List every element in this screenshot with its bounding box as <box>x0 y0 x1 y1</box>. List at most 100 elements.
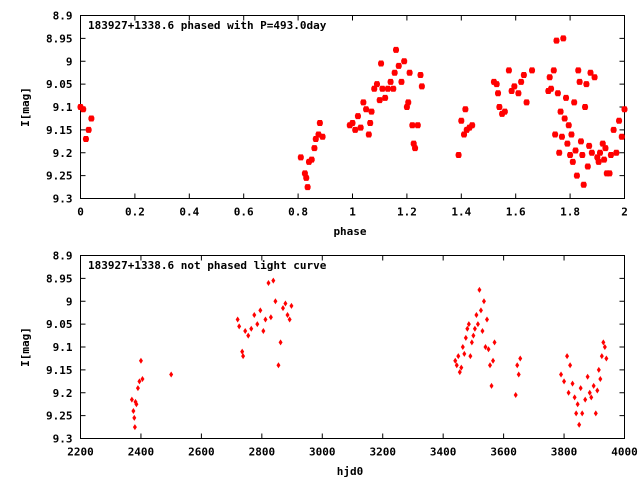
data-point <box>505 67 512 74</box>
data-point <box>403 104 410 110</box>
y-tick-label: 9.2 <box>53 387 73 400</box>
x-tick-label: 2 <box>621 206 628 219</box>
data-series <box>77 35 628 191</box>
x-tick-label: 3800 <box>551 446 578 459</box>
x-tick-label: 0.2 <box>125 206 145 219</box>
data-point <box>491 357 496 364</box>
x-tick-label: 2600 <box>188 446 215 459</box>
data-point <box>454 362 459 369</box>
data-point <box>287 316 292 323</box>
x-tick-label: 2800 <box>249 446 276 459</box>
data-point <box>406 69 413 76</box>
data-point <box>134 401 139 408</box>
chart-title: 183927+1338.6 not phased light curve <box>88 259 327 272</box>
data-point <box>308 156 315 163</box>
y-tick-label: 8.9 <box>53 10 73 23</box>
data-point <box>273 298 278 305</box>
y-tick-label: 9.15 <box>46 364 73 377</box>
data-point <box>599 353 604 360</box>
data-point <box>516 371 521 378</box>
data-point <box>471 332 476 339</box>
data-point <box>367 120 374 127</box>
data-point <box>598 376 603 383</box>
data-point <box>568 362 573 369</box>
data-point <box>583 81 590 88</box>
data-point <box>567 152 574 159</box>
data-point <box>489 382 494 389</box>
data-point <box>409 122 416 129</box>
data-point <box>518 78 525 85</box>
data-point <box>595 158 602 165</box>
data-point <box>138 357 143 364</box>
data-point <box>301 170 308 177</box>
data-point <box>379 85 386 92</box>
y-axis: 8.9 8.95 9 9.05 9.1 9.15 9.2 9.25 9.3 <box>46 250 625 446</box>
plot-frame <box>80 255 625 439</box>
data-point <box>412 145 419 152</box>
x-tick-label: 1.4 <box>451 206 471 219</box>
data-point <box>258 307 263 314</box>
data-point <box>398 78 405 85</box>
data-point <box>483 344 488 350</box>
x-tick-label: 0.6 <box>234 206 254 219</box>
data-point <box>459 364 464 371</box>
data-point <box>129 396 134 403</box>
data-point <box>546 74 553 81</box>
y-tick-label: 9.05 <box>46 318 73 331</box>
y-axis-label: I[mag] <box>19 327 32 367</box>
x-tick-label: 3600 <box>490 446 517 459</box>
data-point <box>591 382 596 389</box>
data-point <box>349 120 356 127</box>
x-tick-label: 3400 <box>430 446 457 459</box>
y-tick-label: 9.15 <box>46 124 73 137</box>
data-point <box>572 394 577 401</box>
data-point <box>550 67 557 74</box>
data-point <box>85 126 92 133</box>
data-point <box>241 353 246 360</box>
data-point <box>587 69 594 76</box>
data-point <box>280 305 285 312</box>
data-point <box>589 394 594 401</box>
data-point <box>601 339 606 346</box>
data-point <box>568 131 575 138</box>
y-tick-label: 8.95 <box>46 272 73 285</box>
data-point <box>390 85 397 92</box>
phased-light-curve-panel: 183927+1338.6 phased with P=493.0day pha… <box>19 10 628 239</box>
data-point <box>587 389 592 396</box>
data-point <box>595 387 600 394</box>
data-point <box>391 69 398 76</box>
data-point <box>278 339 283 346</box>
data-point <box>304 184 311 191</box>
data-point <box>481 298 486 305</box>
x-tick-label: 1.8 <box>560 206 580 219</box>
data-point <box>594 154 601 161</box>
data-point <box>585 373 590 380</box>
data-point <box>285 311 290 318</box>
data-point <box>577 421 582 428</box>
data-point <box>466 321 471 328</box>
data-point <box>560 35 567 42</box>
data-point <box>518 355 523 362</box>
data-point <box>601 156 608 163</box>
data-point <box>478 307 483 314</box>
data-point <box>575 67 582 74</box>
data-point <box>565 122 572 129</box>
data-point <box>566 389 571 396</box>
y-tick-label: 9.1 <box>53 341 73 354</box>
data-point <box>613 149 620 156</box>
x-tick-label: 3000 <box>309 446 336 459</box>
data-point <box>602 145 609 152</box>
data-point <box>312 136 319 143</box>
data-point <box>559 371 564 378</box>
data-point <box>414 122 421 129</box>
y-tick-label: 9.3 <box>53 433 73 446</box>
x-tick-label: 1.2 <box>397 206 417 219</box>
data-point <box>472 325 477 332</box>
data-point <box>572 147 579 154</box>
data-point <box>556 149 563 156</box>
data-point <box>378 60 385 67</box>
data-point <box>289 302 294 309</box>
data-point <box>462 350 467 357</box>
data-point <box>575 401 580 408</box>
data-point <box>462 106 469 113</box>
